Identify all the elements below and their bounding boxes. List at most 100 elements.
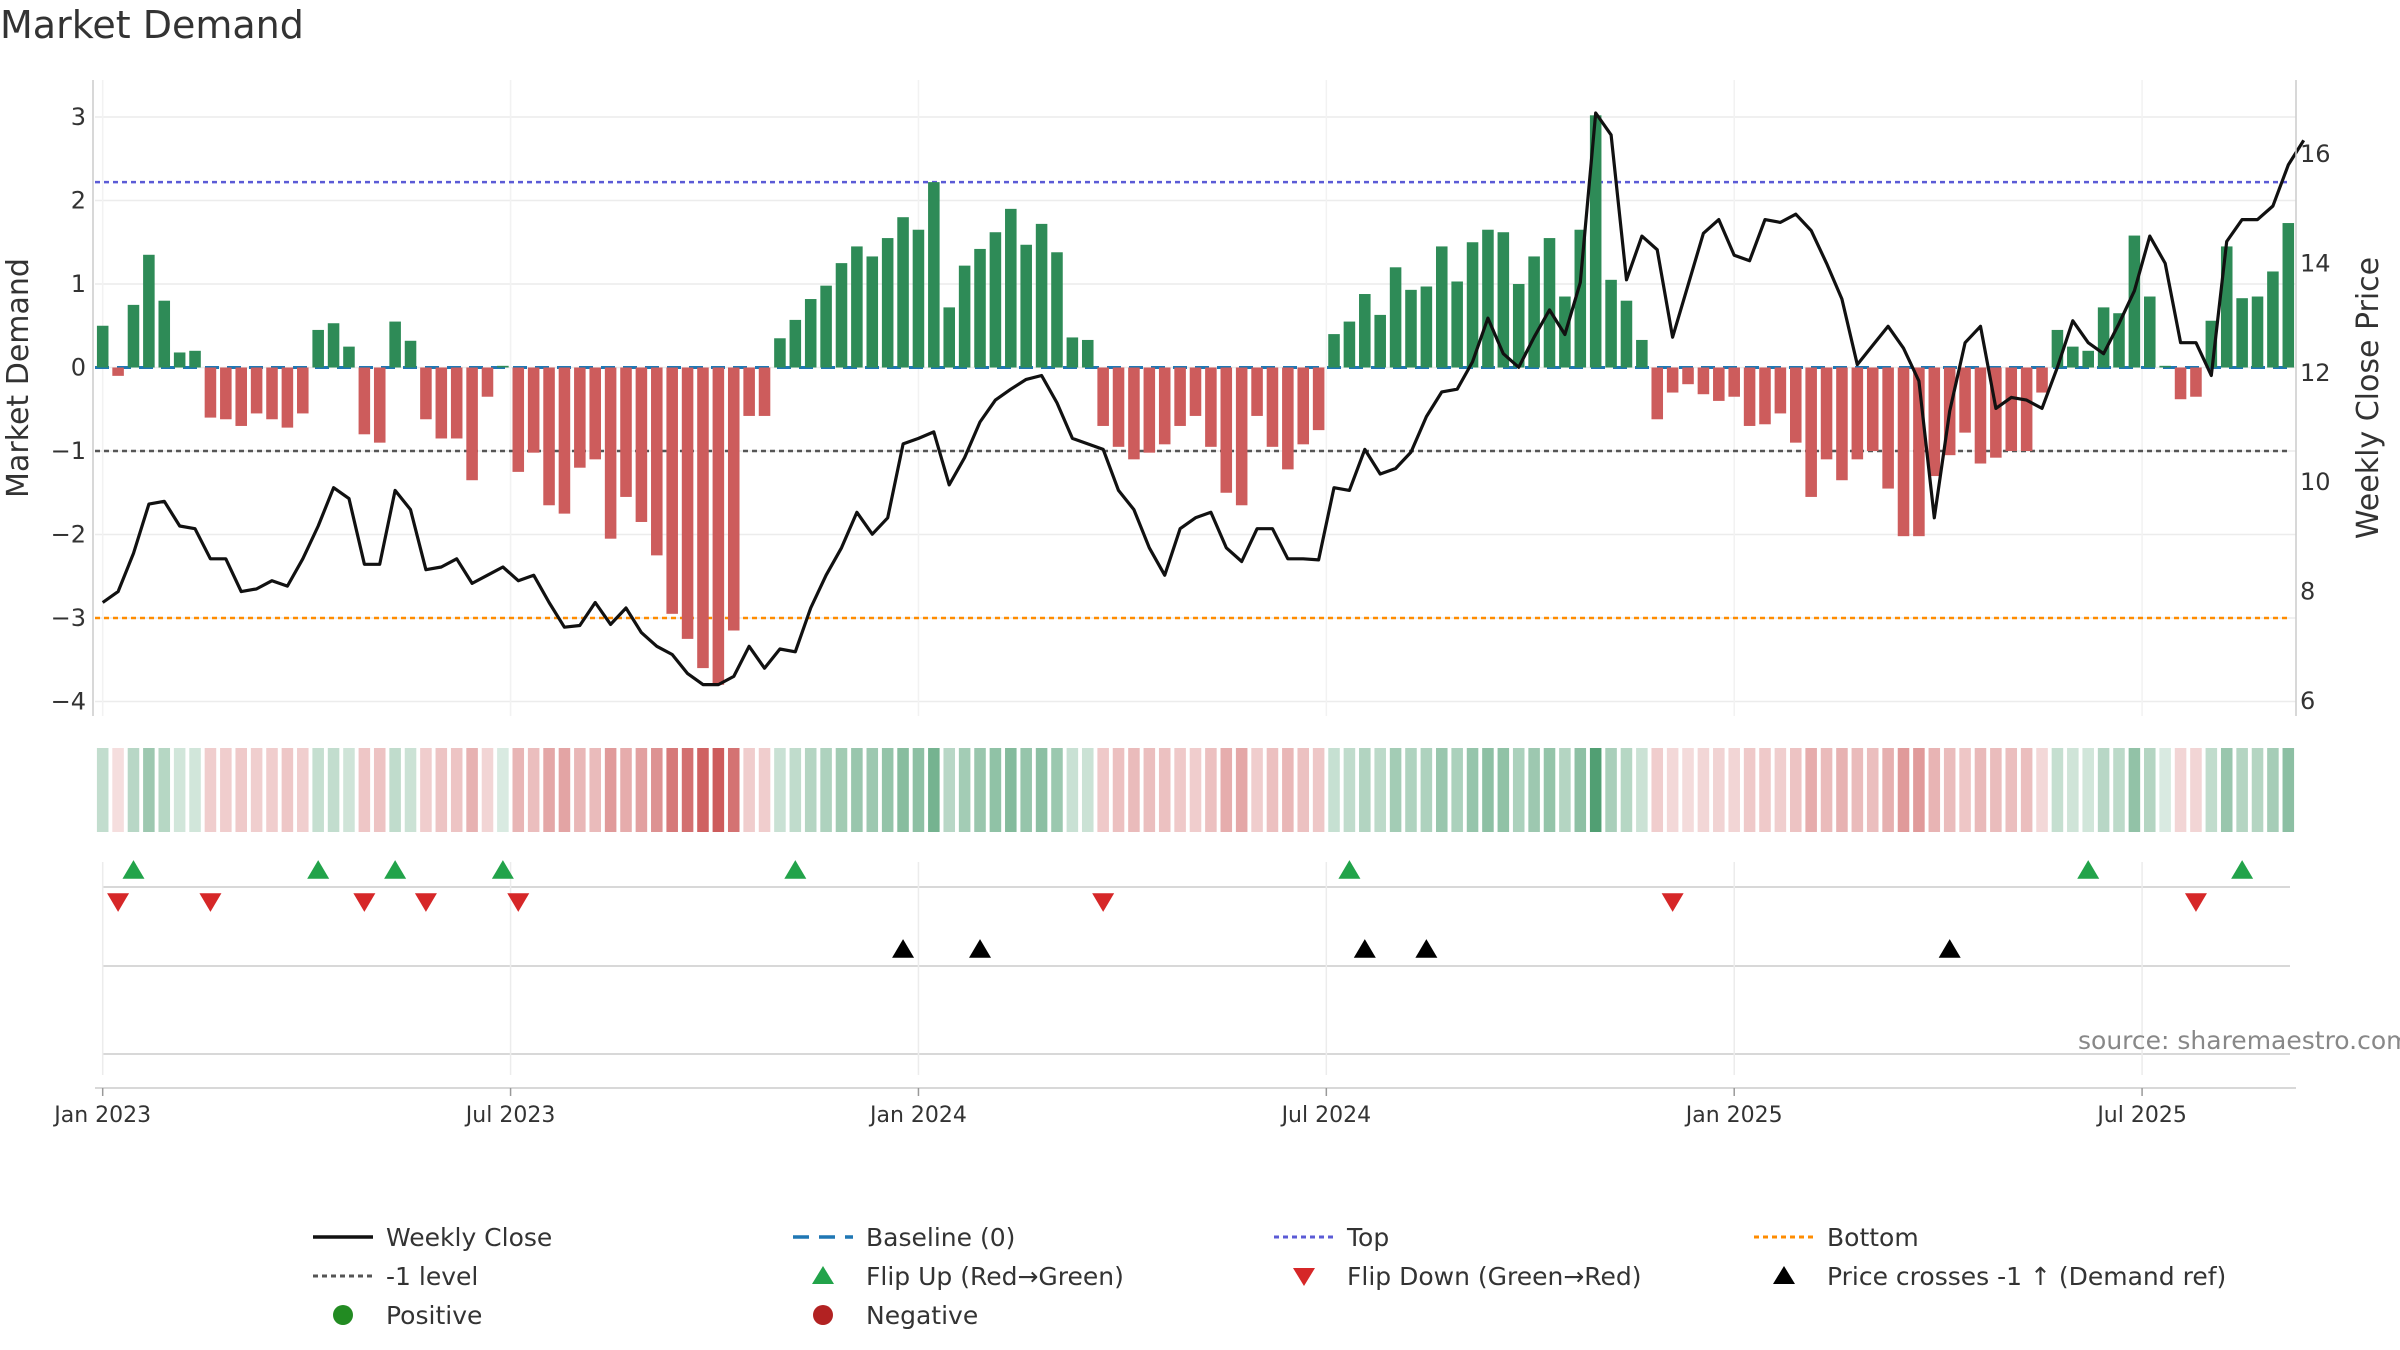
weekly-close-polyline (101, 111, 2306, 687)
demand-bar-negative (712, 367, 725, 685)
demand-bar-positive (173, 352, 186, 368)
demand-bar-negative (281, 367, 294, 428)
y2-tick-label: 10 (2300, 468, 2331, 496)
flip-up-marker (122, 860, 145, 879)
demand-bar-negative (450, 367, 463, 439)
demand-bar-positive (774, 338, 786, 368)
heat-cell (1451, 748, 1463, 832)
heat-cell (297, 748, 309, 832)
price-cross-marker (1415, 939, 1438, 958)
demand-bar-positive (820, 285, 832, 368)
heat-cell (2051, 748, 2064, 832)
demand-bar-positive (2159, 365, 2171, 368)
heat-cell (2251, 748, 2264, 832)
demand-bar-positive (2128, 235, 2141, 368)
demand-bar-negative (651, 367, 663, 556)
demand-bar-negative (1251, 367, 1263, 416)
heat-cell (651, 748, 663, 832)
heat-cell (943, 748, 956, 832)
demand-bar-positive (2236, 298, 2248, 368)
heat-cell (1081, 748, 1094, 832)
heat-cell (1713, 748, 1725, 832)
date-tick-label: Jan 2024 (868, 1103, 967, 1128)
demand-bar-negative (1235, 367, 1248, 506)
heat-cell (1220, 748, 1233, 832)
heat-cell (204, 748, 217, 832)
demand-bar-negative (1959, 367, 1971, 433)
y2-tick-label: 8 (2300, 578, 2315, 606)
heat-cell (1235, 748, 1248, 832)
heat-cell (1543, 748, 1556, 832)
price-cross-marker (892, 939, 915, 958)
heat-cell (1282, 748, 1294, 832)
heat-cell (343, 748, 355, 832)
demand-bar-negative (743, 367, 755, 416)
legend: Weekly Close Baseline (0) Top Bottom -1 leve… (313, 1223, 2226, 1330)
heat-cell (1266, 748, 1279, 832)
demand-bar-positive (143, 254, 155, 368)
y2-tick-label: 14 (2300, 249, 2331, 277)
heat-cell (1389, 748, 1402, 832)
demand-bar-positive (2220, 246, 2233, 368)
demand-bar-positive (1605, 279, 1617, 368)
heat-cell (1897, 748, 1910, 832)
heat-cell (466, 748, 478, 832)
y-tick-label: −1 (51, 437, 86, 465)
heat-cell (1836, 748, 1848, 832)
legend-label: Bottom (1827, 1223, 1919, 1252)
heat-cell (2190, 748, 2202, 832)
y2-tick-label: 6 (2300, 687, 2315, 715)
heat-cell (727, 748, 740, 832)
legend-label: Negative (866, 1301, 978, 1330)
heat-cell (820, 748, 832, 832)
demand-bar-positive (866, 256, 879, 368)
heat-cell (2036, 748, 2048, 832)
demand-bar-negative (1220, 367, 1233, 493)
demand-bar-negative (204, 367, 217, 418)
heat-cell (1743, 748, 1756, 832)
legend-label: Weekly Close (386, 1223, 552, 1252)
demand-bar-positive (2082, 350, 2094, 368)
demand-bar-negative (1882, 367, 1894, 489)
demand-bar-positive (1420, 286, 1433, 368)
y-axis-label: Market Demand (1, 258, 36, 498)
demand-bar-positive (912, 229, 925, 368)
heat-cell (1913, 748, 1925, 832)
date-tick-label: Jan 2025 (1684, 1103, 1783, 1128)
demand-bar-positive (189, 350, 201, 368)
legend-swatch-price-cross (1773, 1266, 1795, 1284)
heat-cell (1620, 748, 1633, 832)
demand-bar-positive (974, 248, 986, 368)
heat-cell (2113, 748, 2125, 832)
heat-cell (143, 748, 155, 832)
demand-bar-positive (1328, 334, 1340, 368)
heat-cell (2159, 748, 2171, 832)
demand-bar-negative (373, 367, 386, 443)
legend-swatch-negative (813, 1305, 833, 1325)
heat-cell (2144, 748, 2156, 832)
demand-bar-negative (512, 367, 525, 472)
demand-bar-negative (235, 367, 247, 426)
y-tick-label: −2 (51, 521, 86, 549)
signal-markers (95, 860, 2296, 1089)
y2-tick-label: 16 (2300, 140, 2331, 168)
heat-cell (1651, 748, 1664, 832)
legend-label: Flip Up (Red→Green) (866, 1262, 1124, 1291)
demand-bar-positive (881, 238, 894, 368)
demand-bar-negative (1913, 367, 1925, 537)
heat-cell (620, 748, 632, 832)
flip-down-marker (507, 893, 530, 912)
heat-cell (574, 748, 586, 832)
heat-cell (1158, 748, 1171, 832)
heat-cell (1128, 748, 1140, 832)
demand-bar-positive (1528, 256, 1540, 368)
heat-cell (1466, 748, 1479, 832)
weekly-close-line (101, 111, 2306, 687)
heat-cell (1943, 748, 1956, 832)
heat-cell (543, 748, 555, 832)
demand-bar-positive (1020, 244, 1032, 368)
demand-bar-negative (1312, 367, 1325, 431)
demand-bar-positive (943, 307, 956, 368)
demand-bar-positive (127, 304, 140, 368)
